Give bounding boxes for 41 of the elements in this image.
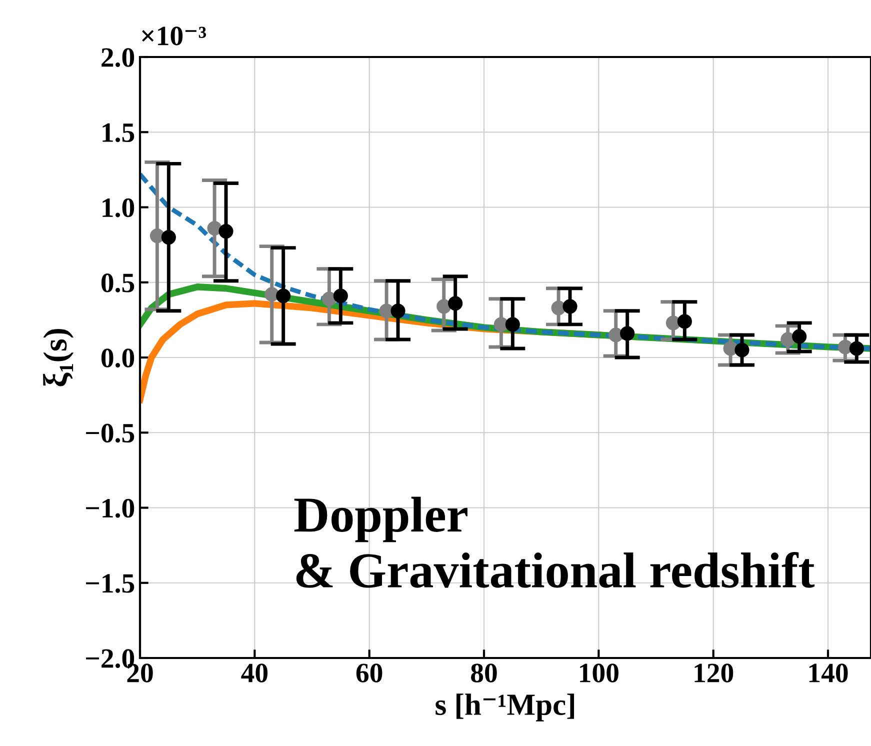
- point: [608, 328, 624, 342]
- point: [780, 332, 796, 347]
- point: [161, 230, 176, 245]
- point: [390, 304, 406, 318]
- y-tick-label: 1.0: [102, 198, 134, 218]
- y-tick-label: 0.0: [101, 348, 134, 368]
- annotation: Doppler & Gravitational redshift: [294, 496, 815, 588]
- y-tick-label: 1.5: [102, 123, 134, 142]
- x-tick-label: 40: [241, 664, 268, 682]
- point: [849, 341, 864, 356]
- x-axis-title: s [h⁻¹Mpc]: [436, 694, 574, 722]
- line-series: [140, 172, 871, 351]
- point: [264, 287, 280, 302]
- point: [677, 314, 692, 329]
- x-tick-label: 60: [356, 664, 382, 682]
- point: [551, 300, 566, 316]
- text: ×10⁻³: [142, 26, 206, 46]
- point: [620, 326, 635, 341]
- y-tick-label: −0.5: [86, 424, 134, 443]
- x-tick-label: 140: [809, 664, 848, 682]
- point: [562, 299, 578, 314]
- point: [207, 221, 222, 236]
- point: [792, 329, 807, 344]
- point: [666, 316, 680, 330]
- y-tick-label: 2.0: [102, 48, 134, 68]
- point: [734, 342, 750, 358]
- point: [150, 228, 164, 244]
- x-tick-label: 100: [580, 664, 618, 682]
- x-tick-label: 80: [471, 664, 497, 682]
- point: [276, 288, 291, 304]
- y-tick-label: −1.0: [86, 498, 134, 518]
- y-tick-label: −1.5: [86, 574, 134, 593]
- point: [448, 296, 463, 311]
- x-tick-label: 120: [694, 664, 734, 682]
- y-axis-title: ξ₁(s): [42, 328, 74, 386]
- y-tick-label: 0.5: [101, 274, 134, 292]
- point: [436, 299, 452, 314]
- point: [505, 317, 520, 332]
- point: [218, 224, 234, 239]
- point: [333, 288, 348, 304]
- point: [322, 292, 336, 306]
